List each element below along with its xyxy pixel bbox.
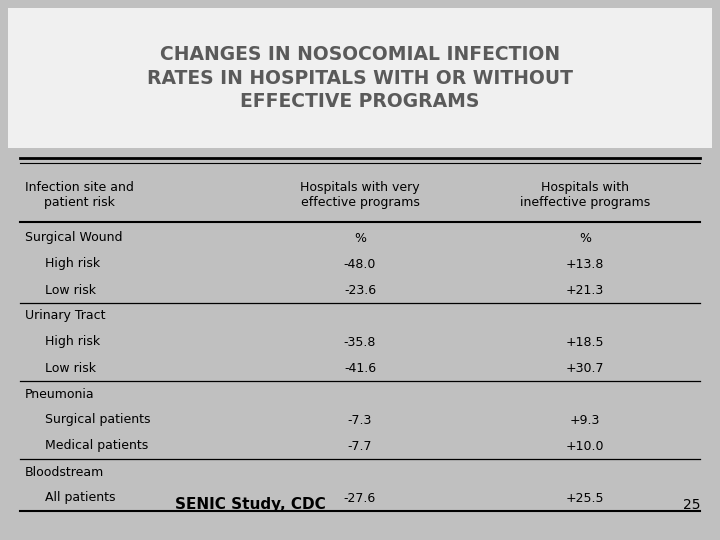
Text: High risk: High risk — [45, 335, 100, 348]
Text: +13.8: +13.8 — [566, 258, 604, 271]
Text: -7.3: -7.3 — [348, 414, 372, 427]
Text: Urinary Tract: Urinary Tract — [25, 309, 106, 322]
Text: SENIC Study, CDC: SENIC Study, CDC — [175, 497, 325, 512]
Text: Surgical patients: Surgical patients — [45, 414, 150, 427]
Text: -41.6: -41.6 — [344, 361, 376, 375]
Text: +18.5: +18.5 — [566, 335, 604, 348]
Text: CHANGES IN NOSOCOMIAL INFECTION
RATES IN HOSPITALS WITH OR WITHOUT
EFFECTIVE PRO: CHANGES IN NOSOCOMIAL INFECTION RATES IN… — [147, 45, 573, 111]
Text: 25: 25 — [683, 498, 700, 512]
Bar — [8, 8, 712, 148]
Text: Surgical Wound: Surgical Wound — [25, 232, 122, 245]
Text: Medical patients: Medical patients — [45, 440, 148, 453]
Text: -48.0: -48.0 — [344, 258, 376, 271]
Text: +21.3: +21.3 — [566, 284, 604, 296]
Text: -23.6: -23.6 — [344, 284, 376, 296]
Text: Low risk: Low risk — [45, 361, 96, 375]
Text: Infection site and
patient risk: Infection site and patient risk — [25, 181, 134, 209]
Text: -7.7: -7.7 — [348, 440, 372, 453]
Text: All patients: All patients — [45, 491, 115, 504]
Text: Low risk: Low risk — [45, 284, 96, 296]
Text: -35.8: -35.8 — [344, 335, 376, 348]
Text: Hospitals with
ineffective programs: Hospitals with ineffective programs — [520, 181, 650, 209]
Text: Bloodstream: Bloodstream — [25, 465, 104, 478]
Text: Pneumonia: Pneumonia — [25, 388, 94, 401]
Text: %: % — [579, 232, 591, 245]
Text: +25.5: +25.5 — [566, 491, 604, 504]
Text: +30.7: +30.7 — [566, 361, 604, 375]
Text: -27.6: -27.6 — [344, 491, 376, 504]
Text: +10.0: +10.0 — [566, 440, 604, 453]
Text: High risk: High risk — [45, 258, 100, 271]
Text: %: % — [354, 232, 366, 245]
Text: Hospitals with very
effective programs: Hospitals with very effective programs — [300, 181, 420, 209]
Text: +9.3: +9.3 — [570, 414, 600, 427]
